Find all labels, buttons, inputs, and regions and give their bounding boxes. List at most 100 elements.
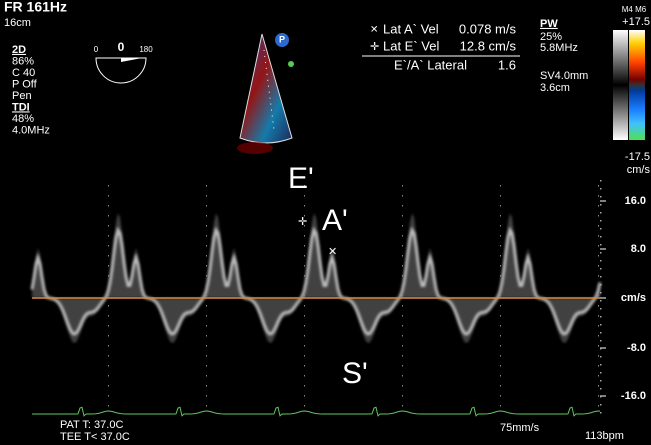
scale-dot [600,292,602,294]
time-dot [598,285,599,287]
scale-dot [600,236,602,238]
sector-flow [237,142,273,154]
time-dot [206,255,207,257]
time-dot [598,335,599,337]
time-dot [108,295,109,297]
time-dot [304,195,305,197]
time-dot [304,295,305,297]
scale-dot [600,244,602,246]
time-dot [402,215,403,217]
time-dot [108,205,109,207]
time-dot [500,185,501,187]
scale-dot [600,404,602,406]
param: 48% [12,113,34,125]
time-dot [206,275,207,277]
time-dot [206,345,207,347]
sector-fan [240,34,292,143]
scale-dot [600,396,602,398]
time-dot [598,325,599,327]
scale-dot [600,252,602,254]
time-dot [206,375,207,377]
time-dot [108,385,109,387]
meas-value: 0.078 m/s [459,21,517,36]
meas-label: Lat A` Vel [383,21,439,36]
time-dot [402,205,403,207]
time-dot [108,395,109,397]
velocity-strip [629,30,645,140]
time-dot [402,285,403,287]
scale-dot [600,276,602,278]
time-dot [206,205,207,207]
tee-temp: TEE T< 37.0C [60,431,130,443]
param: Pen [12,90,32,102]
time-dot [304,385,305,387]
param: SV4.0mm [540,70,588,82]
time-dot [108,305,109,307]
time-dot [108,225,109,227]
time-dot [108,235,109,237]
time-dot [206,385,207,387]
time-dot [598,235,599,237]
time-dot [304,265,305,267]
time-dot [108,345,109,347]
ultrasound-screen: FR 161Hz 16cm 2D86%C 40P OffPenTDI48%4.0… [0,0,651,445]
time-dot [598,255,599,257]
time-dot [402,255,403,257]
time-dot [304,365,305,367]
time-dot [206,235,207,237]
param: TDI [12,101,30,113]
scale-dot [600,260,602,262]
scale-dot [600,356,602,358]
time-dot [500,305,501,307]
ecg-trace [32,407,600,416]
time-dot [304,335,305,337]
heart-rate: 113bpm [585,430,624,442]
wave-label: A' [322,204,348,237]
time-dot [206,365,207,367]
time-dot [206,325,207,327]
velocity-scale: 16.08.0cm/s-8.0-16.0 [600,180,646,414]
time-dot [108,265,109,267]
time-dot [500,335,501,337]
time-dot [598,345,599,347]
time-dot [206,295,207,297]
time-dot [598,295,599,297]
time-dot [598,365,599,367]
time-dot [500,215,501,217]
scale-dot [600,380,602,382]
time-dot [108,335,109,337]
patient-temp: PAT T: 37.0C [60,419,123,431]
time-dot [500,365,501,367]
gray-strip [613,30,628,140]
time-dot [206,185,207,187]
param: P Off [12,78,38,90]
time-dot [108,325,109,327]
color-unit: cm/s [627,164,651,176]
time-dot [402,335,403,337]
time-dot [598,185,599,187]
time-dot [500,345,501,347]
angle-current: 0 [118,40,125,54]
time-dot [500,255,501,257]
scale-dot [600,268,602,270]
param: 5.8MHz [540,42,578,54]
marker-x: ✕ [370,25,378,36]
time-dot [206,395,207,397]
time-dot [108,245,109,247]
time-dot [304,355,305,357]
time-dot [108,355,109,357]
scale-dot [600,212,602,214]
time-dot [206,265,207,267]
sweep-speed: 75mm/s [500,422,540,434]
time-dot [402,355,403,357]
time-dot [500,405,501,407]
time-dot [304,305,305,307]
scale-dot [600,388,602,390]
meas-value: 12.8 cm/s [460,38,517,53]
time-dot [598,375,599,377]
time-dot [206,355,207,357]
time-dot [402,295,403,297]
meas-label: Lat E` Vel [383,38,439,53]
time-dot [402,315,403,317]
